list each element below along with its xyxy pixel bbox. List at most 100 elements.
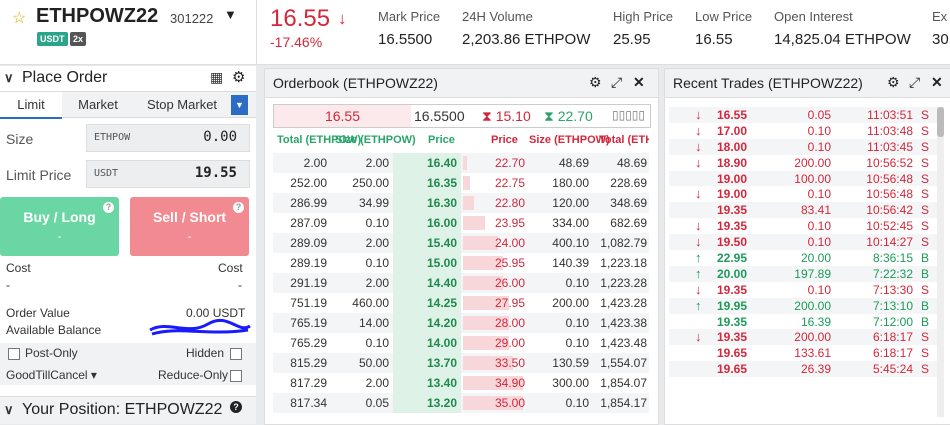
trade-time: 10:56:48	[866, 187, 913, 202]
arrow-down-icon: ↓	[695, 234, 702, 250]
low-price-value: 16.55	[695, 31, 733, 48]
favorite-star-icon[interactable]: ☆	[12, 10, 27, 27]
position-header[interactable]: ∨ Your Position: ETHPOWZ22 ?	[0, 396, 256, 424]
orderbook-row[interactable]: 286.99 34.99 16.30 22.80 120.00 348.69	[273, 193, 649, 213]
gear-icon[interactable]: ⚙	[232, 69, 246, 86]
order-type-tabs: Limit Market Stop Market ▼	[0, 92, 256, 119]
trade-size: 197.89	[794, 266, 831, 281]
limit-price-input[interactable]: USDT 19.55	[86, 160, 250, 188]
symbol-name: ETHPOWZ22	[36, 5, 159, 27]
tab-stop-market[interactable]: Stop Market	[146, 97, 218, 112]
trade-time: 5:45:24	[872, 362, 913, 377]
trade-time: 7:13:30	[872, 282, 913, 297]
symbol-id: 301222	[170, 11, 214, 26]
symbol-selector[interactable]: ☆ ETHPOWZ22 301222 ▼ USDT 2x	[0, 0, 257, 64]
arrow-down-icon: ↓	[695, 107, 702, 122]
volume-label: 24H Volume	[462, 9, 533, 24]
trade-row: ↓ 18.90 200.00 10:56:52 S	[669, 155, 937, 171]
expand-icon[interactable]: ⤢	[611, 74, 623, 90]
help-icon[interactable]: ?	[103, 202, 114, 213]
close-icon[interactable]: ✕	[633, 74, 645, 90]
order-type-dropdown-icon[interactable]: ▼	[231, 95, 248, 115]
trade-side: S	[921, 171, 930, 186]
trade-side: S	[921, 187, 930, 202]
reduce-only-label: Reduce-Only	[158, 368, 229, 382]
bid-price: 16.30	[393, 193, 461, 213]
bid-view-toggle[interactable]: ⧗ 22.70	[544, 108, 593, 124]
mark-price-value: 16.5500	[378, 31, 433, 48]
trade-price: 18.00	[716, 139, 747, 154]
arrow-up-icon: ↑	[695, 265, 702, 281]
close-icon[interactable]: ✕	[931, 74, 943, 90]
buy-long-button[interactable]: ? Buy / Long -	[0, 197, 119, 256]
trade-time: 10:56:42	[866, 203, 913, 218]
reduce-only-checkbox[interactable]	[230, 370, 242, 382]
size-value: 0.00	[203, 129, 237, 145]
market-header: ☆ ETHPOWZ22 301222 ▼ USDT 2x 16.55 ↓ -17…	[0, 0, 950, 65]
time-in-force-select[interactable]: GoodTillCancel ▾	[6, 368, 97, 382]
trade-row: 19.65 133.61 6:18:17 S	[669, 345, 937, 361]
expand-icon[interactable]: ⤢	[909, 74, 921, 90]
sell-short-button[interactable]: ? Sell / Short -	[130, 197, 249, 256]
trade-size: 200.00	[794, 298, 831, 313]
trade-side: B	[921, 298, 930, 313]
orderbook-row[interactable]: 815.29 50.00 13.70 33.50 130.59 1,554.07	[273, 353, 649, 373]
size-input[interactable]: ETHPOW 0.00	[86, 124, 250, 152]
ask-view-toggle[interactable]: ⧗ 15.10	[482, 108, 531, 124]
bid-total: 252.00	[290, 176, 327, 190]
ask-price: 23.95	[494, 216, 525, 230]
ask-size: 48.69	[558, 156, 589, 170]
chevron-down-icon[interactable]: ∨	[4, 70, 14, 85]
mark-price-label: Mark Price	[378, 9, 441, 24]
orderbook-row[interactable]: 765.29 0.10 14.00 29.00 0.10 1,423.48	[273, 333, 649, 353]
orderbook-row[interactable]: 287.09 0.10 16.00 23.95 334.00 682.69	[273, 213, 649, 233]
ask-size: 130.59	[552, 356, 589, 370]
orderbook-row[interactable]: 751.19 460.00 14.25 27.95 200.00 1,423.28	[273, 293, 649, 313]
open-interest-value: 14,825.04 ETHPOW	[774, 31, 911, 48]
trade-row: 19.00 100.00 10:56:48 S	[669, 170, 937, 187]
hidden-checkbox[interactable]	[230, 348, 242, 360]
order-value: 0.00 USDT	[186, 306, 246, 320]
ask-depth-bar	[463, 156, 467, 170]
mark-price: 16.5500	[414, 108, 465, 124]
orderbook-row[interactable]: 252.00 250.00 16.35 22.75 180.00 228.69	[273, 173, 649, 193]
redacted-scribble	[149, 318, 251, 336]
recent-trades-header: Recent Trades (ETHPOWZ22) ⚙ ⤢ ✕	[665, 69, 950, 98]
orderbook-row[interactable]: 817.34 0.05 13.20 35.00 0.10 1,854.17	[273, 393, 649, 413]
symbol-dropdown-icon[interactable]: ▼	[224, 7, 237, 22]
last-price-box: 16.55	[274, 105, 411, 127]
orderbook-row[interactable]: 817.29 2.00 13.40 34.90 300.00 1,854.07	[273, 373, 649, 393]
place-order-header[interactable]: ∨ Place Order ▦ ⚙	[0, 66, 256, 92]
high-price-value: 25.95	[613, 31, 651, 48]
bid-size: 14.00	[358, 316, 389, 330]
cost-label-right: Cost	[218, 261, 243, 275]
gear-icon[interactable]: ⚙	[589, 74, 602, 90]
orderbook-row[interactable]: 289.19 0.10 15.00 25.95 140.39 1,223.18	[273, 253, 649, 273]
trade-time: 11:03:45	[867, 139, 913, 154]
orderbook-row[interactable]: 2.00 2.00 16.40 22.70 48.69 48.69	[273, 153, 649, 173]
bid-size: 2.00	[365, 376, 389, 390]
post-only-checkbox[interactable]	[8, 348, 20, 360]
orderbook-row[interactable]: 289.09 2.00 15.40 24.00 400.10 1,082.79	[273, 233, 649, 253]
ask-size: 0.10	[565, 276, 589, 290]
gear-icon[interactable]: ⚙	[887, 74, 900, 90]
calculator-icon[interactable]: ▦	[210, 69, 224, 85]
help-icon[interactable]: ?	[230, 401, 242, 413]
trade-time: 8:36:15	[872, 251, 913, 266]
trade-time: 6:18:17	[872, 330, 913, 345]
grouping-select[interactable]: ▯▯▯▯▯	[612, 108, 646, 122]
tab-market[interactable]: Market	[78, 97, 118, 112]
bid-size: 250.00	[352, 176, 389, 190]
trade-price: 19.00	[716, 187, 747, 202]
orderbook-row[interactable]: 291.19 2.00 14.40 26.00 0.10 1,223.28	[273, 273, 649, 293]
trade-side: S	[921, 330, 930, 345]
place-order-panel: ∨ Place Order ▦ ⚙ Limit Market Stop Mark…	[0, 66, 256, 424]
scrollbar-thumb[interactable]	[937, 107, 944, 137]
orderbook-row[interactable]: 765.19 14.00 14.20 28.00 0.10 1,423.38	[273, 313, 649, 333]
tab-limit[interactable]: Limit	[0, 92, 62, 119]
bid-total: 2.00	[303, 156, 327, 170]
help-icon[interactable]: ?	[233, 202, 244, 213]
trades-scrollbar[interactable]	[937, 107, 944, 417]
ask-price: 22.75	[494, 176, 525, 190]
chevron-down-icon[interactable]: ∨	[4, 402, 14, 417]
